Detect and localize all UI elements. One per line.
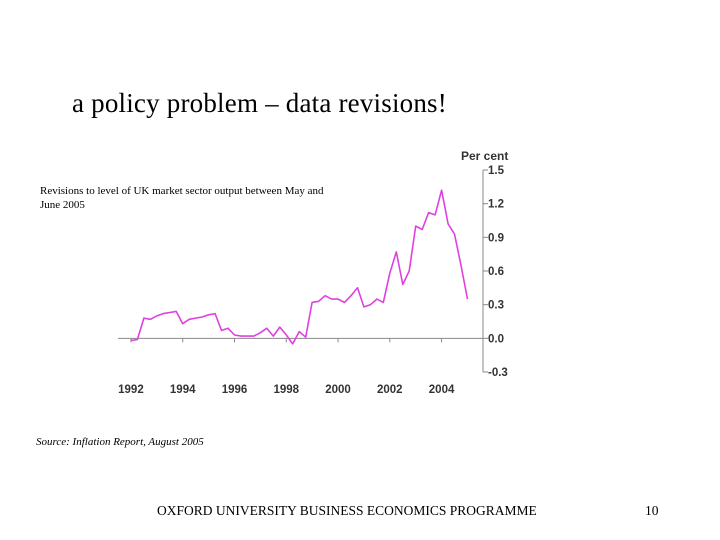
footer-text: OXFORD UNIVERSITY BUSINESS ECONOMICS PRO…: [157, 503, 537, 518]
y-tick-label: -0.3: [488, 367, 508, 379]
x-tick-label: 1998: [273, 384, 299, 396]
y-axis-unit-label: Per cent: [461, 149, 508, 163]
source-note: Source: Inflation Report, August 2005: [36, 436, 204, 448]
y-tick-label: 1.5: [488, 165, 505, 177]
y-axis-ticks: 1.5 1.2 0.9 0.6 0.3 0.0 -0.3: [483, 165, 508, 379]
x-tick-label: 2004: [429, 384, 455, 396]
x-tick-label: 2000: [325, 384, 351, 396]
x-tick-label: 1996: [222, 384, 248, 396]
page-number: 10: [645, 503, 659, 518]
x-axis-ticks: 1992 1994 1996 1998 2000 2002 2004: [118, 338, 455, 396]
slide-title: a policy problem – data revisions!: [72, 88, 447, 118]
chart-caption: Revisions to level of UK market sector o…: [40, 185, 324, 211]
x-tick-label: 1994: [170, 384, 196, 396]
y-tick-label: 0.9: [488, 232, 504, 244]
revision-series-line: [130, 189, 469, 345]
x-tick-label: 2002: [377, 384, 403, 396]
y-tick-label: 0.0: [488, 333, 504, 345]
x-tick-label: 1992: [118, 384, 144, 396]
y-tick-label: 0.3: [488, 300, 504, 312]
y-tick-label: 0.6: [488, 266, 504, 278]
y-tick-label: 1.2: [488, 199, 504, 211]
